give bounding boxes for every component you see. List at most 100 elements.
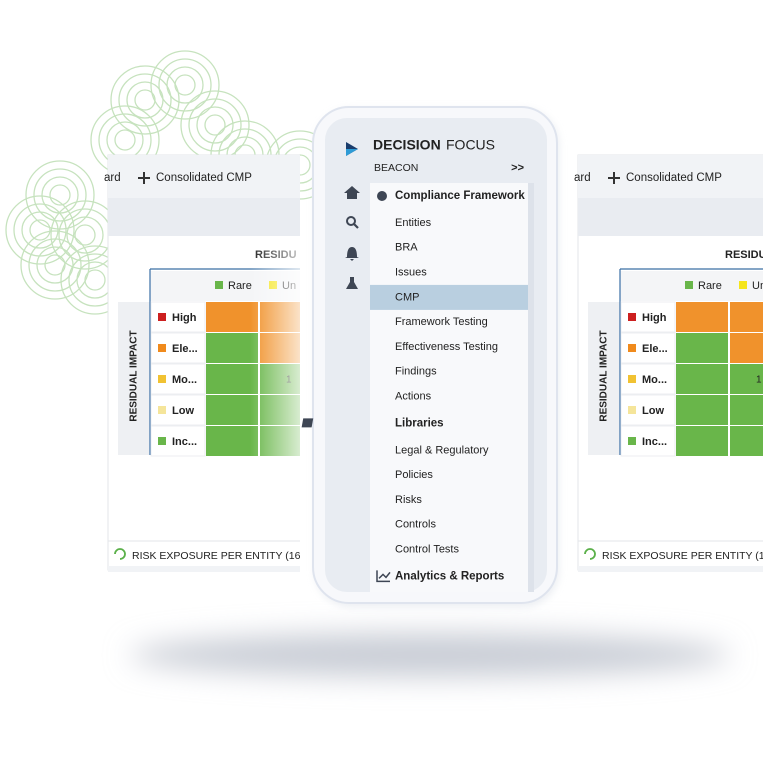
brand-bold: DECISION [373, 137, 441, 153]
tab-fragment[interactable]: ard [104, 172, 121, 184]
decor-ring [36, 246, 74, 284]
decor-ring [174, 74, 196, 96]
row-label: Inc... [642, 436, 667, 448]
decor-ring [20, 230, 90, 300]
decor-ring [196, 106, 234, 144]
matrix-cell[interactable] [206, 302, 258, 332]
menu-item[interactable]: Risks [395, 494, 422, 506]
menu-item[interactable]: Issues [395, 267, 427, 279]
section-title[interactable]: Compliance Framework [395, 190, 525, 202]
legend-swatch [685, 281, 693, 289]
menu-item[interactable]: Findings [395, 366, 437, 378]
matrix-cell[interactable] [676, 395, 728, 425]
search-icon[interactable] [346, 216, 356, 226]
tab-fragment[interactable]: ard [574, 172, 591, 184]
row-label: Low [172, 405, 194, 417]
menu-item[interactable]: CMP [395, 291, 419, 303]
axis-band [588, 302, 620, 455]
tab-title[interactable]: Consolidated CMP [626, 172, 722, 184]
decor-ring [28, 238, 82, 292]
matrix-heading: RESIDU [725, 249, 763, 261]
matrix-cell[interactable] [730, 333, 763, 363]
decor-ring [204, 114, 226, 136]
footer-title: RISK EXPOSURE PER ENTITY (16) [132, 550, 304, 562]
menu-item[interactable]: BRA [395, 242, 418, 254]
row-dot [628, 344, 636, 352]
icon-strip [344, 186, 360, 289]
nav-menu: Compliance Framework Entities BRA Issues CMP… [301, 190, 528, 582]
column-label: Un [752, 280, 763, 292]
legend-swatch [739, 281, 747, 289]
row-label: Mo... [172, 374, 197, 386]
tab-bar [578, 155, 763, 198]
move-icon [608, 172, 620, 184]
menu-item[interactable]: Framework Testing [395, 316, 488, 328]
brand-light: FOCUS [446, 137, 495, 153]
menu-item[interactable]: Controls [395, 519, 436, 531]
axis-band [118, 302, 150, 455]
footer-title: RISK EXPOSURE PER ENTITY (16) [602, 550, 763, 562]
matrix-cell[interactable] [206, 395, 258, 425]
matrix-cell[interactable] [676, 302, 728, 332]
menu-item[interactable]: Legal & Regulatory [395, 444, 489, 456]
decor-ring [188, 98, 242, 152]
phone: DECISION FOCUS BEACON >> Compliance Fram… [301, 106, 559, 607]
refresh-icon [114, 548, 126, 560]
decor-ring [84, 269, 106, 291]
refresh-icon [584, 548, 596, 560]
home-icon[interactable] [344, 186, 360, 199]
row-dot [158, 375, 166, 383]
workspace-name[interactable]: BEACON [374, 162, 418, 174]
menu-item[interactable]: Effectiveness Testing [395, 341, 498, 353]
expand-button[interactable]: >> [511, 162, 524, 174]
search-icon [353, 223, 359, 229]
decor-ring [74, 224, 96, 246]
row-dot [158, 313, 166, 321]
move-icon [138, 172, 150, 184]
section-title[interactable]: Analytics & Reports [395, 570, 504, 582]
row-label: Ele... [172, 343, 198, 355]
decor-ring [29, 219, 51, 241]
decor-ring [66, 216, 104, 254]
menu-item[interactable]: Actions [395, 391, 432, 403]
matrix-cell[interactable] [676, 426, 728, 456]
column-label: Rare [698, 280, 722, 292]
book-icon [301, 418, 314, 428]
matrix-cell[interactable] [206, 333, 258, 363]
decor-ring [5, 195, 75, 265]
tab-bar [108, 155, 300, 198]
matrix-cell[interactable] [730, 364, 763, 394]
matrix-cell[interactable] [206, 364, 258, 394]
section-title[interactable]: Libraries [395, 417, 444, 429]
logo-mark [346, 149, 358, 156]
matrix-cell[interactable] [206, 426, 258, 456]
tab-title[interactable]: Consolidated CMP [156, 172, 252, 184]
bell-icon[interactable] [345, 247, 359, 261]
decor-ring [166, 66, 204, 104]
decor-ring [49, 184, 71, 206]
row-dot [628, 406, 636, 414]
menu-item[interactable]: Entities [395, 217, 432, 229]
decor-ring [158, 58, 212, 112]
matrix-cell[interactable] [730, 395, 763, 425]
floor-shadow [130, 633, 730, 677]
decor-ring [41, 176, 79, 214]
matrix-cell[interactable] [730, 302, 763, 332]
matrix-cell[interactable] [730, 426, 763, 456]
menu-item[interactable]: Policies [395, 469, 433, 481]
flask-icon[interactable] [346, 277, 358, 289]
cell-count: 1 [756, 375, 762, 386]
matrix-cell[interactable] [676, 333, 728, 363]
footer-band [108, 566, 300, 572]
selected-highlight [370, 284, 528, 310]
row-label: High [642, 312, 667, 324]
decor-ring [25, 160, 95, 230]
matrix-cell[interactable] [676, 364, 728, 394]
menu-item[interactable]: Control Tests [395, 544, 459, 556]
axis-label: RESIDUAL IMPACT [129, 330, 140, 421]
decor-ring [33, 168, 87, 222]
dashboard-panel: ard Consolidated CMP RESIDU Rare Un RESIDUAL … [574, 154, 763, 572]
row-dot [158, 344, 166, 352]
decor-ring [118, 73, 172, 127]
